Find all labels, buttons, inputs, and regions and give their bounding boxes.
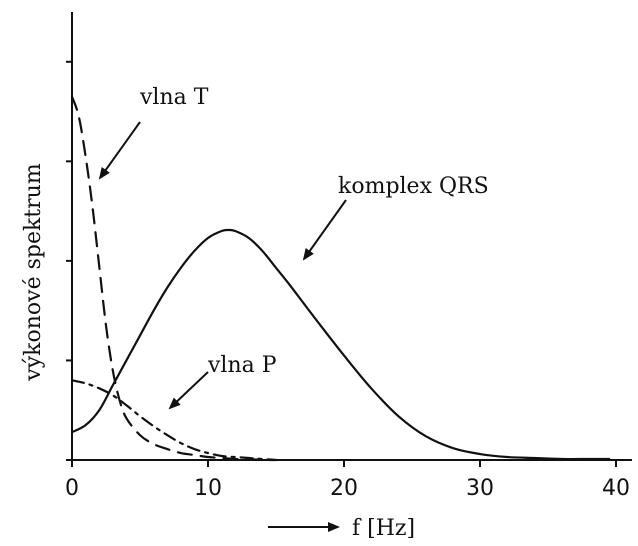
tick-layer: 0 10 20 30 40 [65, 60, 630, 501]
x-tick-label-40: 40 [602, 476, 630, 501]
annotation-arrow-vlna-p [168, 371, 209, 410]
annotation-vlna-t: vlna T [139, 85, 209, 110]
y-axis-title: výkonové spektrum [21, 163, 46, 382]
annotation-komplex-qrs: komplex QRS [338, 174, 489, 199]
series-line-vlna-p [70, 379, 278, 462]
series-line-vlna-t [70, 95, 278, 462]
series-line-komplex-qrs [70, 228, 611, 461]
x-tick-label-10: 10 [194, 476, 222, 501]
annotation-vlna-p: vlna P [207, 353, 277, 378]
annotation-arrow-komplex-qrs [302, 199, 347, 261]
x-axis-title: f [Hz] [352, 516, 415, 541]
x-tick-label-0: 0 [65, 476, 79, 501]
x-tick-label-30: 30 [466, 476, 494, 501]
series-layer [70, 95, 611, 462]
annotation-arrow-vlna-t [98, 121, 141, 180]
x-tick-label-20: 20 [330, 476, 358, 501]
